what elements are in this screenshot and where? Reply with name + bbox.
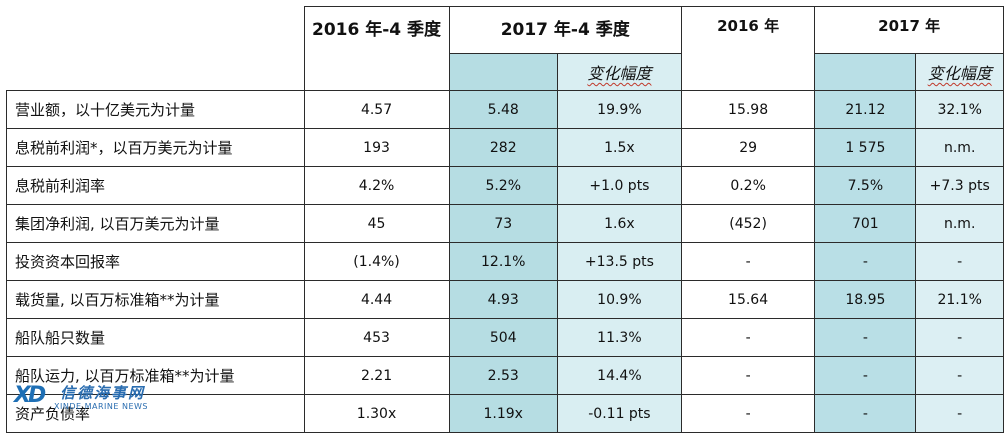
cell-y-change: 21.1%: [915, 280, 1004, 319]
corner-cell: [6, 6, 305, 91]
cell-2017: 21.12: [814, 90, 917, 129]
cell-2016: 15.64: [680, 280, 816, 319]
cell-2017: -: [814, 356, 917, 395]
cell-q-change: 19.9%: [556, 90, 682, 129]
cell-q4-2017: 5.2%: [448, 166, 558, 205]
cell-2017: -: [814, 242, 917, 281]
table-row: 营业额，以十亿美元为计量 4.57 5.48 19.9% 15.98 21.12 32.1%: [6, 90, 1004, 129]
cell-q4-2016: 45: [303, 204, 450, 243]
cell-2017: -: [814, 318, 917, 357]
header-q4-2017-value-sub: [448, 53, 558, 91]
cell-q4-2016: 4.2%: [303, 166, 450, 205]
cell-q-change: 1.6x: [556, 204, 682, 243]
cell-q4-2017: 282: [448, 128, 558, 167]
cell-2017: 7.5%: [814, 166, 917, 205]
table-row: 船队运力, 以百万标准箱**为计量 2.21 2.53 14.4% - - -: [6, 356, 1004, 395]
row-label: 投资资本回报率: [6, 242, 305, 281]
table-row: 集团净利润, 以百万美元为计量 45 73 1.6x (452) 701 n.m.: [6, 204, 1004, 243]
cell-y-change: -: [915, 356, 1004, 395]
cell-2017: 701: [814, 204, 917, 243]
header-2016-sub: [680, 53, 816, 91]
cell-q4-2016: (1.4%): [303, 242, 450, 281]
row-label: 船队运力, 以百万标准箱**为计量: [6, 356, 305, 395]
cell-q4-2017: 504: [448, 318, 558, 357]
change-label: 变化幅度: [587, 64, 652, 83]
cell-q-change: -0.11 pts: [556, 394, 682, 433]
cell-q4-2016: 193: [303, 128, 450, 167]
financial-results-table: 2016 年-4 季度 2017 年-4 季度 2016 年 2017 年 变化…: [6, 6, 1004, 433]
header-q4-2016-sub: [303, 53, 450, 91]
cell-q4-2016: 4.44: [303, 280, 450, 319]
cell-y-change: -: [915, 394, 1004, 433]
header-2017-value-sub: [814, 53, 917, 91]
cell-q-change: 14.4%: [556, 356, 682, 395]
watermark: XD 信德海事网 XINDE MARINE NEWS: [14, 380, 174, 420]
watermark-cn-text: 信德海事网: [60, 384, 146, 402]
cell-y-change: +7.3 pts: [915, 166, 1004, 205]
row-label: 营业额，以十亿美元为计量: [6, 90, 305, 129]
cell-2016: -: [680, 356, 816, 395]
header-y-change: 变化幅度: [915, 53, 1004, 91]
header-row-1: 2016 年-4 季度 2017 年-4 季度 2016 年 2017 年: [6, 6, 1004, 91]
cell-q4-2017: 5.48: [448, 90, 558, 129]
row-label: 息税前利润*，以百万美元为计量: [6, 128, 305, 167]
cell-q4-2017: 4.93: [448, 280, 558, 319]
header-row-2: 变化幅度 变化幅度: [7, 53, 1004, 91]
cell-2016: -: [680, 394, 816, 433]
row-label: 集团净利润, 以百万美元为计量: [6, 204, 305, 243]
cell-y-change: n.m.: [915, 204, 1004, 243]
row-label: 载货量, 以百万标准箱**为计量: [6, 280, 305, 319]
table-row: 息税前利润*，以百万美元为计量 193 282 1.5x 29 1 575 n.m.: [6, 128, 1004, 167]
watermark-en-text: XINDE MARINE NEWS: [54, 402, 148, 411]
cell-q-change: +1.0 pts: [556, 166, 682, 205]
header-2016: 2016 年: [680, 6, 816, 54]
cell-q4-2017: 2.53: [448, 356, 558, 395]
cell-q4-2017: 12.1%: [448, 242, 558, 281]
cell-2016: -: [680, 318, 816, 357]
cell-y-change: -: [915, 242, 1004, 281]
cell-2016: (452): [680, 204, 816, 243]
change-label: 变化幅度: [927, 64, 992, 83]
cell-2016: 15.98: [680, 90, 816, 129]
header-q4-2016: 2016 年-4 季度: [303, 6, 450, 54]
cell-2017: -: [814, 394, 917, 433]
header-q-change: 变化幅度: [556, 53, 682, 91]
cell-q-change: 10.9%: [556, 280, 682, 319]
cell-q4-2016: 4.57: [303, 90, 450, 129]
watermark-logo: XD: [14, 383, 46, 408]
cell-2017: 1 575: [814, 128, 917, 167]
cell-y-change: 32.1%: [915, 90, 1004, 129]
row-label: 船队船只数量: [6, 318, 305, 357]
table-row: 息税前利润率 4.2% 5.2% +1.0 pts 0.2% 7.5% +7.3 pts: [6, 166, 1004, 205]
cell-y-change: n.m.: [915, 128, 1004, 167]
cell-2017: 18.95: [814, 280, 917, 319]
cell-q-change: +13.5 pts: [556, 242, 682, 281]
cell-q4-2017: 1.19x: [448, 394, 558, 433]
row-label: 息税前利润率: [6, 166, 305, 205]
header-2017: 2017 年: [814, 6, 1004, 54]
cell-y-change: -: [915, 318, 1004, 357]
cell-2016: 0.2%: [680, 166, 816, 205]
cell-2016: 29: [680, 128, 816, 167]
cell-q-change: 11.3%: [556, 318, 682, 357]
cell-q4-2016: 1.30x: [303, 394, 450, 433]
cell-q4-2016: 453: [303, 318, 450, 357]
table-row: 投资资本回报率 (1.4%) 12.1% +13.5 pts - - -: [6, 242, 1004, 281]
cell-q4-2016: 2.21: [303, 356, 450, 395]
table-row: 船队船只数量 453 504 11.3% - - -: [6, 318, 1004, 357]
cell-q-change: 1.5x: [556, 128, 682, 167]
header-q4-2017: 2017 年-4 季度: [448, 6, 682, 54]
cell-2016: -: [680, 242, 816, 281]
table-row: 载货量, 以百万标准箱**为计量 4.44 4.93 10.9% 15.64 18.95 2…: [6, 280, 1004, 319]
cell-q4-2017: 73: [448, 204, 558, 243]
